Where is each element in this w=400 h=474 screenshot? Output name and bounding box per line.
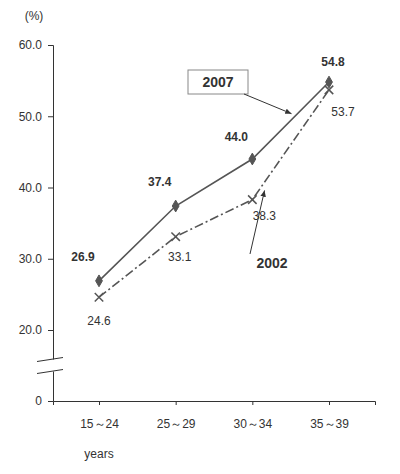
y-tick-label: 40.0 [19, 181, 43, 195]
y-axis-title: (%) [25, 9, 44, 23]
chart: 0 20.0 30.0 40.0 50.0 60.0 15～24 25～29 30～34 35～3… [0, 0, 400, 474]
data-label: 53.7 [331, 105, 355, 119]
y-axis: 0 20.0 30.0 40.0 50.0 60.0 [19, 38, 54, 408]
y-tick: 50.0 [19, 110, 53, 124]
axis-break-line [37, 358, 63, 362]
marker [326, 76, 333, 88]
y-tick: 40.0 [19, 181, 53, 195]
y-tick: 30.0 [19, 252, 53, 266]
y-tick: 60.0 [19, 38, 53, 52]
y-tick-label: 50.0 [19, 110, 43, 124]
marker [172, 200, 179, 212]
y-tick-label: 20.0 [19, 323, 43, 337]
x-tick-mark [252, 401, 253, 405]
callout-arrow [250, 190, 265, 254]
series-line [99, 90, 329, 297]
data-labels: 26.9 37.4 44.0 54.8 24.6 33.1 38.3 53.7 [71, 55, 355, 328]
y-tick-label: 30.0 [19, 252, 43, 266]
marker [249, 153, 256, 165]
marker [91, 289, 108, 306]
data-label: 37.4 [148, 175, 172, 189]
x-tick: 25～29 [157, 401, 196, 431]
data-label: 38.3 [253, 209, 277, 223]
x-tick-label: 35～39 [310, 417, 349, 431]
marker [321, 81, 338, 98]
data-label: 44.0 [225, 130, 249, 144]
x-tick-label: 15～24 [80, 417, 119, 431]
y-tick-mark [48, 330, 53, 331]
x-tick: 15～24 [80, 401, 119, 431]
callout-box [188, 70, 248, 94]
x-tick-mark [99, 401, 100, 405]
data-label: 54.8 [321, 55, 345, 69]
y-tick-label: 0 [35, 394, 42, 408]
x-tick-mark [176, 401, 177, 405]
y-tick-mark [48, 401, 53, 402]
data-label: 24.6 [87, 314, 111, 328]
x-tick: 35～39 [310, 401, 349, 431]
x-axis-line [54, 402, 376, 406]
marker [167, 228, 184, 245]
axis-break [37, 358, 65, 374]
y-tick-mark [48, 259, 53, 260]
y-tick-mark [48, 188, 53, 189]
series-name: 2002 [256, 255, 287, 271]
x-axis: 15～24 25～29 30～34 35～39 [54, 401, 376, 431]
x-tick: 30～34 [233, 401, 272, 431]
plot-marks [91, 76, 338, 306]
callout-arrow [244, 94, 292, 114]
y-tick: 20.0 [19, 323, 53, 337]
series-callouts: 2007 2002 [188, 70, 292, 271]
series-line [99, 82, 329, 281]
data-label: 26.9 [71, 250, 95, 264]
marker [96, 275, 103, 287]
y-tick-mark [48, 45, 53, 46]
marker [244, 191, 261, 208]
x-tick-label: 30～34 [233, 417, 272, 431]
data-label: 33.1 [168, 250, 192, 264]
y-tick-label: 60.0 [19, 38, 43, 52]
axis-break-line [37, 370, 63, 374]
series-name: 2007 [202, 74, 233, 90]
y-axis-line [48, 46, 54, 402]
y-tick: 0 [35, 394, 53, 408]
x-tick-label: 25～29 [157, 417, 196, 431]
x-axis-title: years [84, 447, 113, 461]
x-tick-mark [329, 401, 330, 405]
y-tick-mark [48, 116, 53, 117]
